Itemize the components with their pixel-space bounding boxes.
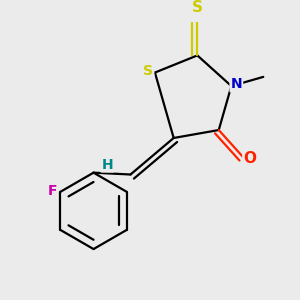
Text: N: N <box>230 77 242 92</box>
Text: O: O <box>243 151 256 166</box>
Text: S: S <box>192 0 203 15</box>
Text: F: F <box>47 184 57 198</box>
Text: S: S <box>143 64 153 78</box>
Text: H: H <box>101 158 113 172</box>
